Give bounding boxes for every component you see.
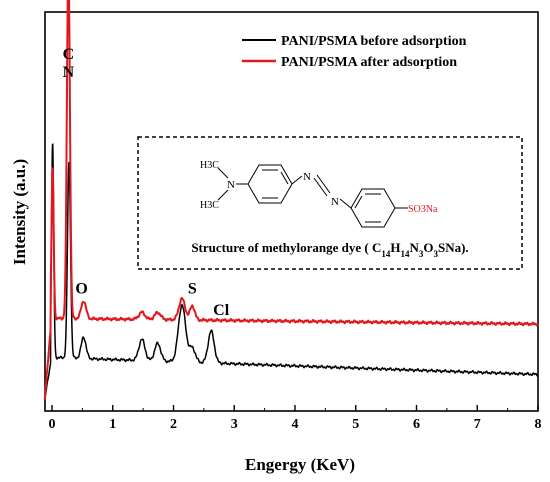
peak-label-s: S <box>188 281 197 298</box>
azo-n2-label: N <box>331 196 339 208</box>
structure-inset: H3C H3C N N N SO3Na Structure of methylo… <box>137 136 523 270</box>
x-tick-label-8: 8 <box>535 417 542 432</box>
x-axis-label: Engergy (KeV) <box>245 455 355 474</box>
inset-caption: Structure of methylorange dye ( C14H14N3… <box>191 240 468 259</box>
peak-label-o: O <box>75 281 87 298</box>
methyl-top-label: H3C <box>200 160 219 171</box>
x-tick-label-5: 5 <box>352 417 359 432</box>
legend: PANI/PSMA before adsorption PANI/PSMA af… <box>242 34 467 70</box>
amine-n-label: N <box>227 179 235 191</box>
axes: 0 1 2 3 4 5 6 7 8 <box>44 11 542 432</box>
x-tick-label-1: 1 <box>109 417 116 432</box>
x-tick-label-2: 2 <box>170 417 177 432</box>
x-tick-label-6: 6 <box>413 417 420 432</box>
y-axis-label: Intensity (a.u.) <box>10 159 29 265</box>
series-line-after <box>43 0 539 400</box>
inset-box <box>137 136 523 270</box>
x-tick-label-4: 4 <box>292 417 299 432</box>
peak-label-c: C <box>63 46 75 63</box>
series-line-before <box>43 143 539 400</box>
methyl-bottom-label: H3C <box>200 200 219 211</box>
legend-label-after: PANI/PSMA after adsorption <box>281 55 457 70</box>
methylorange-structure <box>217 164 408 228</box>
peak-label-n: N <box>63 64 75 81</box>
plot-frame <box>44 11 539 412</box>
series-group <box>43 0 539 400</box>
sulfonate-label: SO3Na <box>408 204 438 215</box>
peak-labels: CN O S Cl <box>63 46 230 319</box>
azo-n1-label: N <box>303 171 311 183</box>
x-tick-label-3: 3 <box>231 417 238 432</box>
peak-label-cl: Cl <box>213 302 230 319</box>
legend-label-before: PANI/PSMA before adsorption <box>281 34 467 49</box>
x-tick-label-0: 0 <box>49 417 56 432</box>
x-tick-label-7: 7 <box>474 417 481 432</box>
